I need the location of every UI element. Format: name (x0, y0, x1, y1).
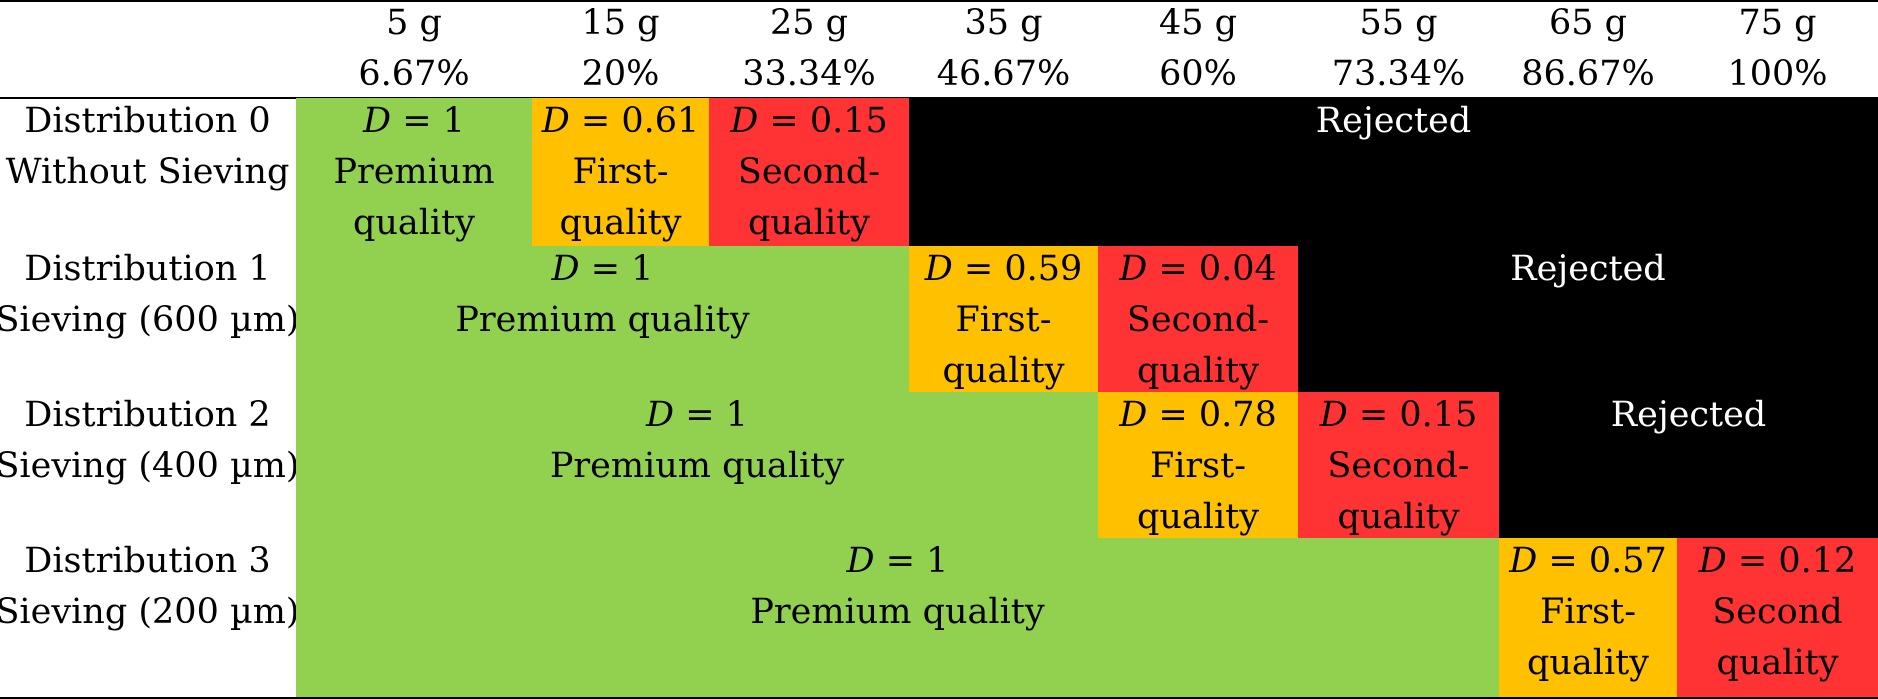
desirability-value: D = 1 (363, 101, 465, 141)
quality-label: First- (955, 300, 1052, 340)
column-mass: 45 g (1158, 3, 1238, 43)
row-label-line: Sieving (400 µm) (0, 446, 300, 486)
row-label: Distribution 3 Sieving (200 µm) (0, 536, 300, 695)
row-label-line: Distribution 3 (24, 541, 271, 581)
column-mass: 65 g (1548, 3, 1628, 43)
column-header: 45 g 60% (1098, 0, 1298, 98)
column-percent: 33.34% (742, 54, 876, 94)
column-mass: 15 g (581, 3, 660, 43)
column-header: 15 g 20% (532, 0, 709, 98)
quality-label: First- (572, 152, 669, 192)
row-label: Distribution 2 Sieving (400 µm) (0, 390, 300, 536)
second-cell: D = 0.15 Second-quality (1298, 392, 1499, 538)
desirability-value: D = 0.04 (1119, 249, 1277, 289)
quality-label: Premium quality (750, 592, 1045, 632)
quality-label: quality (747, 203, 871, 243)
quality-label: Second (1712, 592, 1843, 632)
quality-label: quality (1136, 497, 1260, 537)
quality-label: Premium quality (549, 446, 845, 486)
column-header: 25 g 33.34% (709, 0, 909, 98)
quality-label: quality (942, 351, 1065, 391)
column-percent: 20% (581, 54, 660, 94)
first-cell: D = 0.59 First-quality (909, 246, 1098, 392)
premium-cell: D = 1 Premium quality (296, 392, 1098, 538)
rejected-label: Rejected (1610, 395, 1767, 435)
desirability-value: D = 0.15 (1319, 395, 1478, 435)
first-cell: D = 0.78 First-quality (1098, 392, 1298, 538)
premium-cell: D = 1 Premium quality (296, 98, 532, 246)
bottom-rule (0, 697, 1878, 699)
desirability-value: D = 1 (646, 395, 748, 435)
second-cell: D = 0.15 Second-quality (709, 98, 909, 246)
column-header: 65 g 86.67% (1499, 0, 1677, 98)
quality-label: First- (1539, 592, 1637, 632)
column-header: 55 g 73.34% (1298, 0, 1499, 98)
quality-label: quality (1526, 643, 1650, 683)
quality-label: Premium quality (455, 300, 750, 340)
column-mass: 55 g (1359, 3, 1438, 43)
row-label-line: Without Sieving (5, 152, 290, 192)
column-percent: 6.67% (358, 54, 470, 94)
desirability-value: D = 0.59 (924, 249, 1083, 289)
quality-label: quality (352, 203, 476, 243)
first-cell: D = 0.57 First-quality (1499, 538, 1677, 697)
quality-label: quality (1136, 351, 1260, 391)
row-label-line: Distribution 2 (24, 395, 271, 435)
column-header: 75 g 100% (1677, 0, 1878, 98)
quality-label: Second- (1327, 446, 1470, 486)
row-label: Distribution 1 Sieving (600 µm) (0, 244, 300, 390)
rejected-cell: Rejected (1298, 246, 1878, 392)
column-percent: 46.67% (936, 54, 1071, 94)
quality-label: Second- (1126, 300, 1270, 340)
row-label-line: Distribution 0 (24, 101, 271, 141)
desirability-value: D = 0.12 (1698, 541, 1857, 581)
desirability-value: D = 0.61 (541, 101, 700, 141)
row-label: Distribution 0 Without Sieving (0, 96, 295, 244)
column-header: 5 g 6.67% (296, 0, 532, 98)
column-mass: 5 g (386, 3, 442, 43)
quality-label: quality (559, 203, 682, 243)
rejected-cell: Rejected (1499, 392, 1878, 538)
quality-label: quality (1337, 497, 1460, 537)
rejected-cell: Rejected (909, 98, 1878, 246)
rejected-label: Rejected (1315, 101, 1472, 141)
quality-label: First- (1149, 446, 1247, 486)
premium-cell: D = 1 Premium quality (296, 538, 1499, 697)
quality-label: Second- (737, 152, 881, 192)
desirability-value: D = 0.57 (1509, 541, 1667, 581)
row-label-line: Sieving (200 µm) (0, 592, 300, 632)
column-percent: 60% (1159, 54, 1237, 94)
desirability-value: D = 1 (551, 249, 654, 289)
desirability-value: D = 1 (846, 541, 949, 581)
column-mass: 35 g (964, 3, 1043, 43)
column-header: 35 g 46.67% (909, 0, 1098, 98)
column-percent: 86.67% (1521, 54, 1655, 94)
quality-label: Premium (333, 152, 495, 192)
desirability-value: D = 0.15 (730, 101, 888, 141)
row-label-line: Distribution 1 (24, 249, 271, 289)
first-cell: D = 0.61 First-quality (532, 98, 709, 246)
column-mass: 75 g (1738, 3, 1817, 43)
quality-label: quality (1716, 643, 1839, 683)
row-label-line: Sieving (600 µm) (0, 300, 300, 340)
desirability-value: D = 0.78 (1119, 395, 1277, 435)
top-rule (0, 0, 1878, 2)
second-cell: D = 0.12 Second quality (1677, 538, 1878, 697)
column-percent: 73.34% (1331, 54, 1466, 94)
column-mass: 25 g (769, 3, 849, 43)
column-percent: 100% (1727, 54, 1828, 94)
premium-cell: D = 1 Premium quality (296, 246, 909, 392)
second-cell: D = 0.04 Second-quality (1098, 246, 1298, 392)
rejected-label: Rejected (1510, 249, 1666, 289)
